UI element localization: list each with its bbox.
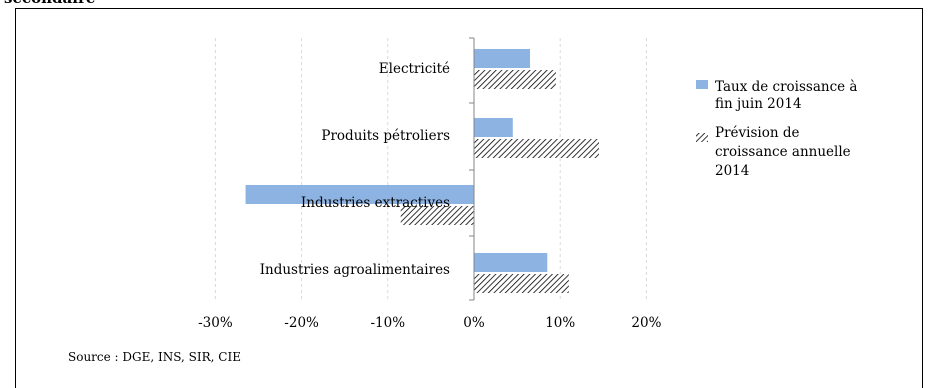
x-tick-label-4: 10% [545, 315, 575, 331]
x-tick-label-1: -20% [284, 315, 319, 331]
gridlines [214, 38, 647, 300]
chart-frame [15, 8, 923, 388]
bar-growth-1 [474, 118, 513, 137]
category-labels: Electricité Produits pétroliers Industries… [260, 61, 450, 278]
x-tick-label-2: -10% [371, 315, 406, 331]
legend-label-growth: Taux de croissance à fin juin 2014 [715, 79, 857, 112]
bar-chart: Electricité Produits pétroliers Industries… [198, 37, 857, 331]
bar-growth-0 [474, 49, 531, 68]
bar-growth-3 [474, 253, 548, 272]
bar-forecast-2 [400, 206, 474, 225]
axis-group [469, 37, 475, 301]
bar-forecast-3 [474, 274, 569, 293]
x-tick-labels: -30% -20% -10% 0% 10% 20% [198, 315, 661, 331]
bars-group [245, 49, 599, 293]
category-label-0: Electricité [379, 61, 450, 77]
x-tick-label-0: -30% [198, 315, 233, 331]
legend-label-forecast: Prévision de croissance annuelle 2014 [715, 125, 851, 179]
bar-forecast-0 [474, 70, 556, 89]
bar-growth-2 [245, 185, 474, 204]
bar-forecast-1 [474, 139, 599, 158]
page-title: secondaire [4, 0, 95, 7]
legend-swatch-growth [696, 80, 708, 89]
x-tick-label-3: 0% [463, 315, 485, 331]
legend: Taux de croissance à fin juin 2014 Prévisi… [696, 79, 857, 179]
x-tick-label-5: 20% [631, 315, 661, 331]
category-label-3: Industries agroalimentaires [260, 262, 450, 278]
category-label-1: Produits pétroliers [321, 128, 450, 144]
source-note: Source : DGE, INS, SIR, CIE [68, 350, 241, 364]
category-label-2: Industries extractives [301, 195, 450, 211]
legend-swatch-forecast [696, 133, 708, 142]
